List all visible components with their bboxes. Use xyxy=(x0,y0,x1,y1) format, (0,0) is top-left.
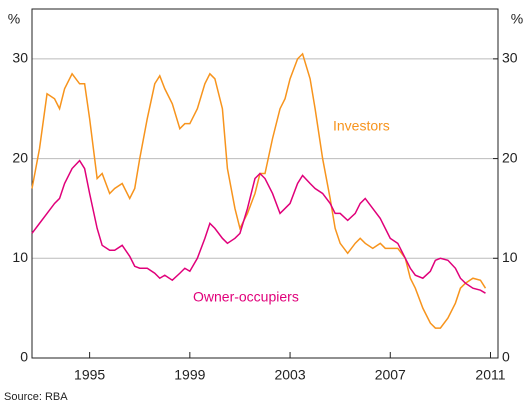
line-series xyxy=(31,159,486,294)
y-axis-label: % xyxy=(8,11,20,27)
y2-tick-label: 0 xyxy=(502,349,510,365)
line-series xyxy=(31,52,487,329)
x-tick-label: 2003 xyxy=(274,367,305,383)
y-tick-label: 10 xyxy=(12,249,28,265)
plot-frame xyxy=(31,8,499,359)
y2-axis-label: % xyxy=(511,11,523,27)
y2-tick-label: 20 xyxy=(502,149,518,165)
y2-tick-label: 30 xyxy=(502,50,518,66)
y-tick-label: 0 xyxy=(20,349,28,365)
annotation: Investors xyxy=(333,118,390,134)
annotation: Owner-occupiers xyxy=(193,289,299,305)
x-tick-label: 2011 xyxy=(475,367,505,383)
y-tick-label: 20 xyxy=(12,149,28,165)
x-tick-label: 2007 xyxy=(375,367,406,383)
x-tick-label: 1999 xyxy=(174,367,205,383)
y2-tick-label: 10 xyxy=(502,249,518,265)
y-tick-label: 30 xyxy=(12,50,28,66)
source: Source: RBA xyxy=(4,391,68,403)
x-tick-label: 1995 xyxy=(74,367,105,383)
